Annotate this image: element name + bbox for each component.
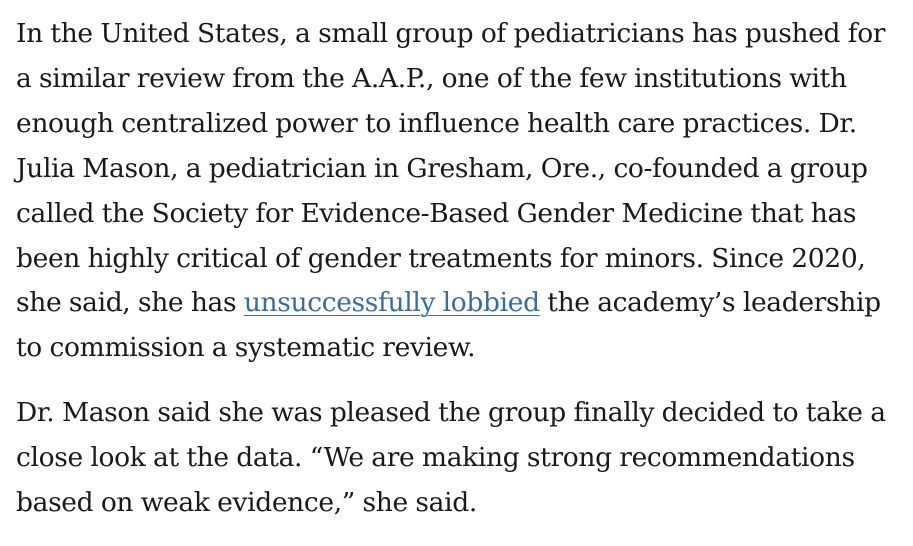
paragraph-2-line-3: based on weak evidence,” she said. [16,487,477,519]
paragraph-1-line-3: enough centralized power to influence he… [16,107,857,139]
paragraph-1-line-6: been highly critical of gender treatment… [16,242,866,274]
paragraph-2-line-2: close look at the data. “We are making s… [16,442,855,474]
paragraph-1-line-8: to commission a systematic review. [16,332,476,364]
paragraph-2: Dr. Mason said she was pleased the group… [16,391,909,526]
paragraph-1-line-7: she said, she has unsuccessfully lobbied… [16,281,909,326]
paragraph-1-line-4: Julia Mason, a pediatrician in Gresham, … [16,152,868,184]
paragraph-1: In the United States, a small group of p… [16,12,909,371]
paragraph-1-line-5: called the Society for Evidence-Based Ge… [16,197,857,229]
line-7-text-before-link: she said, she has [16,287,244,319]
line-7-text-after-link: the academy’s leadership [539,287,881,319]
paragraph-1-line-2: a similar review from the A.A.P., one of… [16,62,847,94]
unsuccessfully-lobbied-link[interactable]: unsuccessfully lobbied [243,287,540,319]
paragraph-2-line-1: Dr. Mason said she was pleased the group… [16,397,886,429]
article-body: In the United States, a small group of p… [16,12,909,526]
paragraph-1-line-1: In the United States, a small group of p… [16,18,886,49]
